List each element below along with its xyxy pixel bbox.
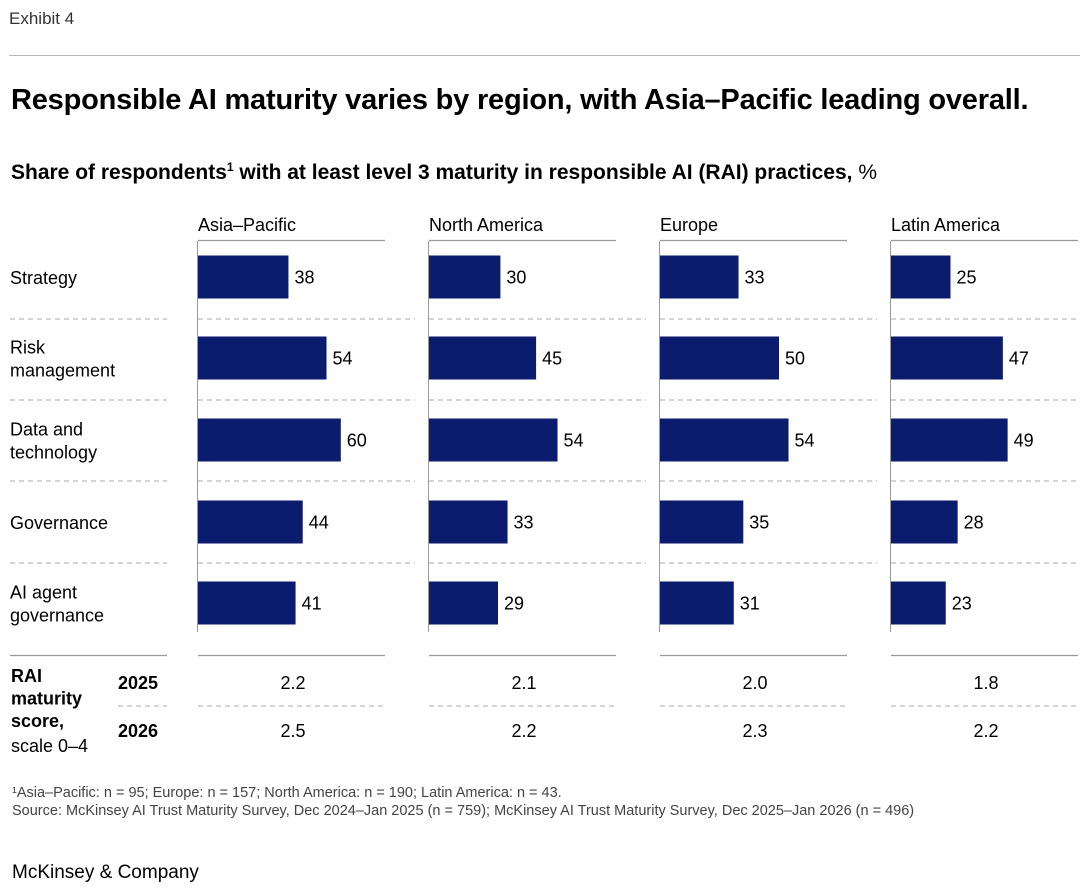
score-year-2026: 2026 [118, 721, 158, 741]
bar-asia-pacific-governance [198, 500, 303, 544]
data-label-north-america-data-and-technology: 54 [564, 431, 584, 451]
panel-header-latin-america: Latin America [891, 215, 1001, 235]
row-label-ai-agent-governance: AI agent governance [10, 583, 104, 626]
subtitle-footnote-marker: 1 [226, 160, 234, 174]
data-label-north-america-ai-agent-governance: 29 [504, 594, 524, 614]
data-label-europe-ai-agent-governance: 31 [740, 594, 760, 614]
footnote-source: Source: McKinsey AI Trust Maturity Surve… [12, 803, 915, 819]
row-label-strategy: Strategy [10, 268, 77, 288]
data-label-latin-america-risk-management: 47 [1009, 349, 1029, 369]
data-label-north-america-governance: 33 [514, 513, 534, 533]
bar-north-america-strategy [429, 255, 501, 299]
bar-north-america-ai-agent-governance [429, 581, 499, 625]
data-label-latin-america-governance: 28 [964, 513, 984, 533]
bar-north-america-data-and-technology [429, 418, 558, 462]
brand-logo-text: McKinsey & Company [12, 862, 199, 883]
score-2025-north-america: 2.1 [511, 673, 536, 693]
score-year-2025: 2025 [118, 673, 158, 693]
panel-header-asia-pacific: Asia–Pacific [198, 215, 296, 235]
score-2025-europe: 2.0 [742, 673, 767, 693]
bar-north-america-risk-management [429, 336, 537, 380]
score-2025-latin-america: 1.8 [973, 673, 998, 693]
score-2026-europe: 2.3 [742, 721, 767, 741]
bar-asia-pacific-data-and-technology [198, 418, 341, 462]
subtitle-unit: % [852, 161, 877, 184]
bar-latin-america-risk-management [891, 336, 1003, 380]
footnote-sample-sizes: ¹Asia–Pacific: n = 95; Europe: n = 157; … [12, 785, 562, 801]
score-2026-asia-pacific: 2.5 [280, 721, 305, 741]
data-label-asia-pacific-ai-agent-governance: 41 [302, 594, 322, 614]
score-scale-label: scale 0–4 [11, 736, 88, 756]
data-label-europe-strategy: 33 [745, 268, 765, 288]
data-label-north-america-strategy: 30 [506, 268, 526, 288]
exhibit-label: Exhibit 4 [9, 9, 75, 28]
score-2026-north-america: 2.2 [511, 721, 536, 741]
bar-europe-data-and-technology [660, 418, 789, 462]
bar-latin-america-data-and-technology [891, 418, 1008, 462]
bar-latin-america-ai-agent-governance [891, 581, 946, 625]
bar-asia-pacific-strategy [198, 255, 289, 299]
subtitle-text: Share of respondents [11, 161, 227, 184]
data-label-europe-governance: 35 [749, 513, 769, 533]
data-label-latin-america-data-and-technology: 49 [1014, 431, 1034, 451]
data-label-north-america-risk-management: 45 [542, 349, 562, 369]
chart-subtitle: Share of respondents1 with at least leve… [11, 160, 877, 185]
data-label-europe-risk-management: 50 [785, 349, 805, 369]
chart-area: Strategy Risk management Data and technology… [10, 215, 1080, 756]
bar-europe-strategy [660, 255, 739, 299]
panel-header-north-america: North America [429, 215, 544, 235]
panel-header-europe: Europe [660, 215, 718, 235]
row-label-risk-management: Risk management [10, 338, 115, 381]
score-label: RAI maturity score, [11, 666, 82, 731]
score-2025-asia-pacific: 2.2 [280, 673, 305, 693]
data-label-asia-pacific-data-and-technology: 60 [347, 431, 367, 451]
chart-title: Responsible AI maturity varies by region… [11, 84, 1029, 116]
bar-asia-pacific-risk-management [198, 336, 327, 380]
row-label-governance: Governance [10, 513, 108, 533]
top-divider [9, 55, 1080, 56]
data-label-asia-pacific-risk-management: 54 [333, 349, 353, 369]
bar-europe-ai-agent-governance [660, 581, 734, 625]
data-label-latin-america-strategy: 25 [957, 268, 977, 288]
data-label-latin-america-ai-agent-governance: 23 [952, 594, 972, 614]
bar-europe-governance [660, 500, 744, 544]
data-label-asia-pacific-governance: 44 [309, 513, 329, 533]
score-2026-latin-america: 2.2 [973, 721, 998, 741]
data-label-europe-data-and-technology: 54 [795, 431, 815, 451]
bar-north-america-governance [429, 500, 508, 544]
bar-asia-pacific-ai-agent-governance [198, 581, 296, 625]
data-label-asia-pacific-strategy: 38 [294, 268, 314, 288]
bar-latin-america-strategy [891, 255, 951, 299]
bar-europe-risk-management [660, 336, 779, 380]
footnotes: ¹Asia–Pacific: n = 95; Europe: n = 157; … [12, 784, 914, 820]
row-label-data-and-technology: Data and technology [10, 420, 97, 463]
subtitle-rest: with at least level 3 maturity in respon… [233, 161, 853, 184]
bar-latin-america-governance [891, 500, 958, 544]
